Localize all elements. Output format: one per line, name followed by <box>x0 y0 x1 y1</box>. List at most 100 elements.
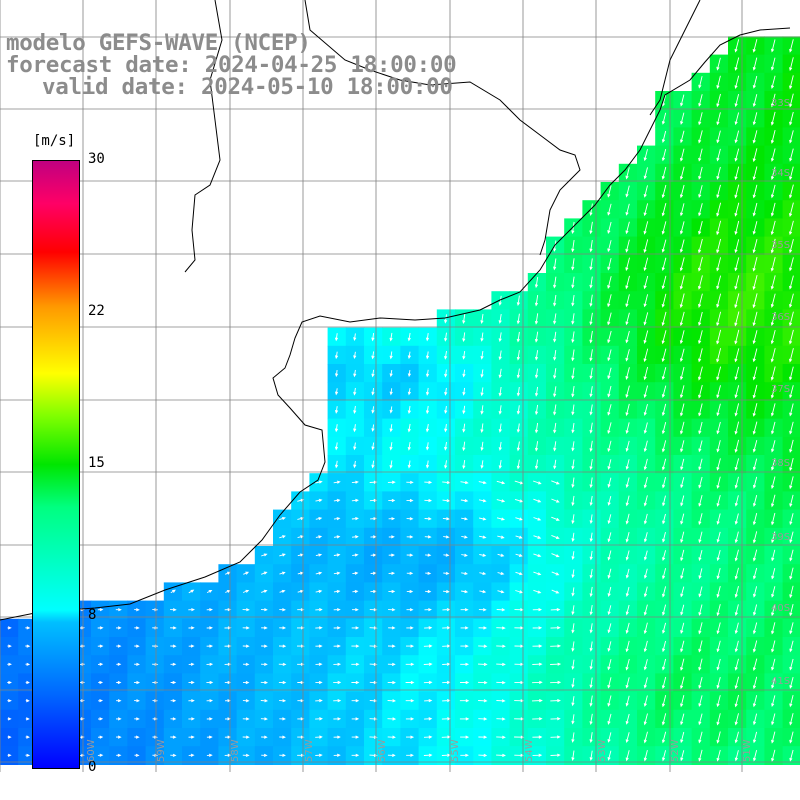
wind-arrow <box>625 422 630 435</box>
wind-arrow <box>496 753 506 758</box>
wind-arrow <box>661 184 667 199</box>
wind-arrow <box>789 457 794 472</box>
wind-arrow <box>571 587 575 597</box>
wind-arrow <box>770 293 776 308</box>
lat-label-37s: 37S <box>771 384 791 395</box>
wind-arrow <box>661 458 667 471</box>
wind-arrow <box>351 535 359 539</box>
wind-arrow <box>698 311 703 327</box>
wind-arrow <box>716 348 722 363</box>
wind-arrow <box>571 404 575 416</box>
wind-arrow <box>625 385 630 399</box>
wind-arrow <box>444 351 448 360</box>
wind-arrow <box>406 498 414 503</box>
wind-arrow <box>771 677 776 689</box>
wind-arrow <box>752 586 758 598</box>
wind-arrow <box>571 714 575 725</box>
wind-arrow <box>752 567 758 580</box>
wind-arrow <box>188 699 195 703</box>
wind-arrow <box>516 331 520 343</box>
wind-arrow <box>643 185 648 198</box>
wind-arrow <box>680 694 685 708</box>
wind-arrow <box>479 535 487 539</box>
wind-arrow <box>516 441 520 452</box>
wind-arrow <box>333 735 341 739</box>
wind-arrow <box>734 184 740 199</box>
wind-arrow <box>498 441 502 451</box>
wind-arrow <box>459 699 470 703</box>
wind-arrow <box>789 622 794 635</box>
wind-arrow <box>333 480 341 484</box>
wind-arrow <box>789 385 794 399</box>
wind-arrow <box>698 458 703 471</box>
wind-arrow <box>679 275 685 290</box>
wind-arrow <box>442 517 450 521</box>
wind-arrow <box>478 644 488 648</box>
wind-arrow <box>170 626 177 630</box>
wind-arrow <box>661 440 667 453</box>
wind-arrow <box>532 753 543 757</box>
wind-arrow <box>716 604 721 617</box>
wind-arrow <box>698 203 703 217</box>
wind-arrow <box>625 330 630 344</box>
wind-arrow <box>589 294 593 307</box>
wind-arrow <box>444 314 448 324</box>
wind-arrow <box>752 274 758 291</box>
wind-arrow <box>697 275 703 290</box>
wind-arrow <box>550 607 561 612</box>
wind-arrow <box>788 220 794 236</box>
wind-arrow <box>387 480 396 484</box>
wind-arrow <box>496 681 506 685</box>
wind-arrow <box>371 369 375 378</box>
wind-arrow <box>534 422 539 434</box>
wind-arrow <box>406 553 414 557</box>
wind-arrow <box>716 311 722 327</box>
wind-arrow <box>333 698 342 703</box>
wind-arrow <box>460 608 469 612</box>
wind-arrow <box>789 694 794 708</box>
wind-arrow <box>661 694 667 708</box>
wind-arrow <box>353 460 357 469</box>
wind-arrow <box>533 589 542 594</box>
wind-arrow <box>7 626 12 630</box>
wind-arrow <box>407 351 411 360</box>
wind-arrow <box>789 713 794 726</box>
wind-arrow <box>589 459 593 471</box>
wind-arrow <box>333 517 341 521</box>
wind-arrow <box>351 480 359 484</box>
wind-arrow <box>698 695 703 708</box>
wind-arrow <box>752 640 758 653</box>
wind-arrow <box>461 571 468 576</box>
wind-arrow <box>315 480 323 484</box>
wind-arrow <box>206 735 213 739</box>
wind-arrow <box>534 368 539 379</box>
wind-arrow <box>315 662 323 666</box>
wind-arrow <box>553 422 557 434</box>
wind-arrow <box>607 203 612 216</box>
wind-arrow <box>571 477 575 489</box>
wind-arrow <box>607 422 612 435</box>
wind-arrow <box>661 221 667 235</box>
wind-arrow <box>7 680 12 685</box>
wind-arrow <box>734 39 740 53</box>
wind-arrow <box>389 460 393 469</box>
wind-arrow <box>242 662 250 666</box>
wind-arrow <box>625 440 630 452</box>
wind-arrow <box>98 699 104 703</box>
wind-arrow <box>698 348 703 363</box>
wind-arrow <box>134 699 140 703</box>
wind-arrow <box>680 731 685 744</box>
wind-arrow <box>661 148 667 162</box>
wind-arrow <box>789 293 794 308</box>
wind-arrow <box>387 699 396 703</box>
wind-arrow <box>551 480 560 485</box>
wind-arrow <box>278 644 287 648</box>
wind-arrow <box>643 640 648 653</box>
lon-label-58w: 58W <box>230 739 241 762</box>
wind-arrow <box>425 460 430 469</box>
wind-arrow <box>224 644 232 648</box>
wind-arrow <box>771 622 776 635</box>
wind-arrow <box>170 753 177 757</box>
wind-arrow <box>333 608 341 612</box>
wind-arrow <box>407 442 411 451</box>
